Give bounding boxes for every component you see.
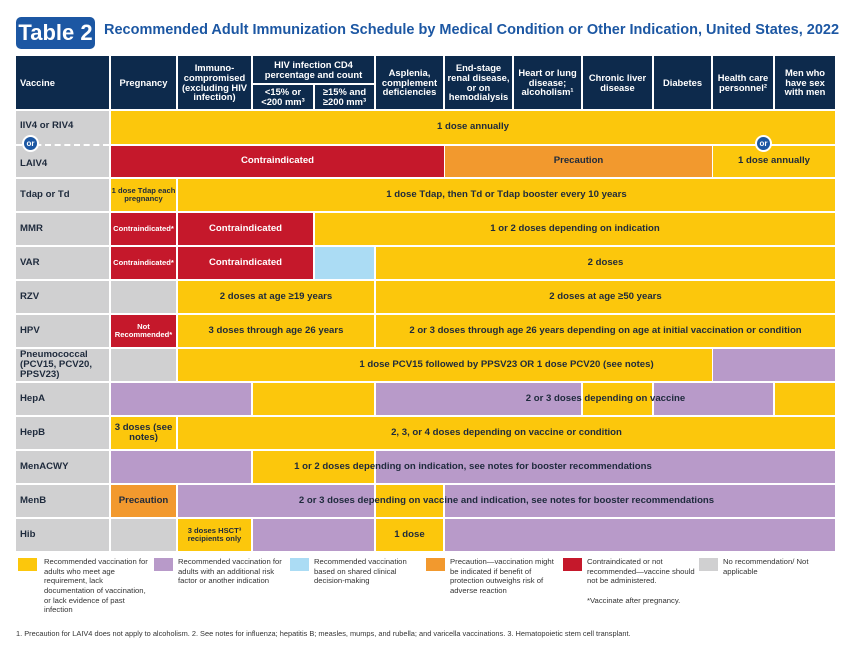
col-header-msm: Men who have sex with men [775, 56, 835, 109]
hib-purple-2 [445, 519, 835, 551]
col-header-pregnancy: Pregnancy [111, 56, 176, 109]
var-pregnancy-contraindicated: Contraindicated* [111, 247, 176, 279]
hpv-2-or-3-doses: 2 or 3 doses through age 26 years depend… [376, 315, 835, 347]
laiv4-precaution: Precaution [445, 146, 712, 177]
legend-swatch-blue [290, 558, 309, 571]
hib-1-dose: 1 dose [376, 519, 443, 551]
menb-purple-2 [445, 485, 835, 517]
hepa-yellow-1 [253, 383, 374, 415]
hepa-yellow-2 [583, 383, 652, 415]
footnote: 1. Precaution for LAIV4 does not apply t… [16, 629, 631, 638]
pneumo-doses: 1 dose PCV15 followed by PPSV23 OR 1 dos… [359, 358, 654, 370]
col-header-hiv-low: <15% or <200 mm³ [253, 85, 313, 109]
vaccine-name-mmr: MMR [16, 213, 109, 245]
var-doses: 2 doses [376, 247, 835, 279]
legend-note-red: *Vaccinate after pregnancy. [587, 596, 681, 605]
pneumo-yellow [178, 349, 712, 381]
col-header-diabetes: Diabetes [654, 56, 711, 109]
legend-text-gray: No recommendation/ Not applicable [723, 557, 809, 576]
var-shared-decision [315, 247, 374, 279]
menacwy-yellow [253, 451, 374, 483]
laiv4-dose-annually: 1 dose annually [713, 146, 835, 177]
legend-text-yellow: Recommended vaccination for adults who m… [44, 557, 148, 615]
vaccine-name-hepa: HepA [16, 383, 109, 415]
menb-pregnancy-precaution: Precaution [111, 485, 176, 517]
col-header-health-care-personnel: Health care personnel² [713, 56, 773, 109]
vaccine-name-hpv: HPV [16, 315, 109, 347]
vaccine-name-menacwy: MenACWY [16, 451, 109, 483]
hpv-3-doses: 3 doses through age 26 years [178, 315, 374, 347]
hpv-pregnancy-not-recommended: Not Recommended* [111, 315, 176, 347]
hepa-purple-1 [111, 383, 251, 415]
col-header-liver: Chronic liver disease [583, 56, 652, 109]
iiv4-dose-annually: 1 dose annually [111, 111, 835, 144]
col-header-asplenia: Asplenia, complement deficiencies [376, 56, 443, 109]
legend-swatch-purple [154, 558, 173, 571]
var-contraindicated: Contraindicated [178, 247, 313, 279]
or-badge-right: or [755, 135, 772, 152]
pneumo-pregnancy-na [111, 349, 176, 381]
rzv-age-19: 2 doses at age ≥19 years [178, 281, 374, 313]
menb-doses: 2 or 3 doses depending on vaccine and in… [298, 494, 715, 506]
legend-text-red: Contraindicated or not recommended—vacci… [587, 557, 695, 586]
page-title: Recommended Adult Immunization Schedule … [104, 22, 840, 38]
tdap-pregnancy: 1 dose Tdap each pregnancy [111, 179, 176, 211]
menacwy-doses: 1 or 2 doses depending on indication, se… [294, 460, 652, 472]
or-divider-line-right [111, 144, 835, 146]
col-header-heart-lung: Heart or lung disease; alcoholism¹ [514, 56, 581, 109]
table-badge: Table 2 [16, 17, 95, 49]
or-badge-left: or [22, 135, 39, 152]
or-divider-line [16, 144, 109, 146]
legend-text-purple: Recommended vaccination for adults with … [178, 557, 282, 586]
vaccine-name-hepb: HepB [16, 417, 109, 449]
mmr-pregnancy-contraindicated: Contraindicated* [111, 213, 176, 245]
hepb-doses: 2, 3, or 4 doses depending on vaccine or… [178, 417, 835, 449]
menb-yellow [376, 485, 443, 517]
legend-text-blue: Recommended vaccination based on shared … [314, 557, 407, 586]
rzv-age-50: 2 doses at age ≥50 years [376, 281, 835, 313]
legend-swatch-yellow [18, 558, 37, 571]
vaccine-name-laiv4: LAIV4 [20, 157, 48, 169]
pneumo-purple [713, 349, 835, 381]
hib-pregnancy-na [111, 519, 176, 551]
vaccine-name-pneumococcal: Pneumococcal (PCV15, PCV20, PPSV23) [16, 349, 109, 381]
vaccine-name-menb: MenB [16, 485, 109, 517]
vaccine-name-iiv4: IIV4 or RIV4 [20, 120, 74, 131]
hepa-yellow-3 [775, 383, 835, 415]
legend-swatch-orange [426, 558, 445, 571]
vaccine-name-rzv: RZV [16, 281, 109, 313]
hepa-purple-3 [654, 383, 773, 415]
mmr-contraindicated: Contraindicated [178, 213, 313, 245]
menb-purple-1 [178, 485, 374, 517]
col-header-immunocompromised: Immuno-compromised (excluding HIV infect… [178, 56, 251, 109]
legend-swatch-red [563, 558, 582, 571]
hepb-pregnancy: 3 doses (see notes) [111, 417, 176, 449]
laiv4-contraindicated: Contraindicated [111, 146, 444, 177]
vaccine-name-var: VAR [16, 247, 109, 279]
col-header-hiv-high: ≥15% and ≥200 mm³ [315, 85, 374, 109]
vaccine-name-tdap: Tdap or Td [16, 179, 109, 211]
vaccine-name-hib: Hib [16, 519, 109, 551]
menacwy-purple-2 [376, 451, 835, 483]
menacwy-purple-1 [111, 451, 251, 483]
rzv-pregnancy-na [111, 281, 176, 313]
tdap-booster: 1 dose Tdap, then Td or Tdap booster eve… [178, 179, 835, 211]
hepa-purple-2 [376, 383, 581, 415]
hib-purple-1 [253, 519, 374, 551]
col-header-vaccine: Vaccine [16, 56, 109, 109]
col-header-hiv-group: HIV infection CD4 percentage and count [253, 56, 374, 83]
hib-hsct: 3 doses HSCT³ recipients only [178, 519, 251, 551]
mmr-doses: 1 or 2 doses depending on indication [315, 213, 835, 245]
legend-text-orange: Precaution—vaccination might be indicate… [450, 557, 554, 595]
col-header-renal: End-stage renal disease, or on hemodialy… [445, 56, 512, 109]
hepa-doses: 2 or 3 doses depending on vaccine [525, 392, 686, 404]
legend-swatch-gray [699, 558, 718, 571]
